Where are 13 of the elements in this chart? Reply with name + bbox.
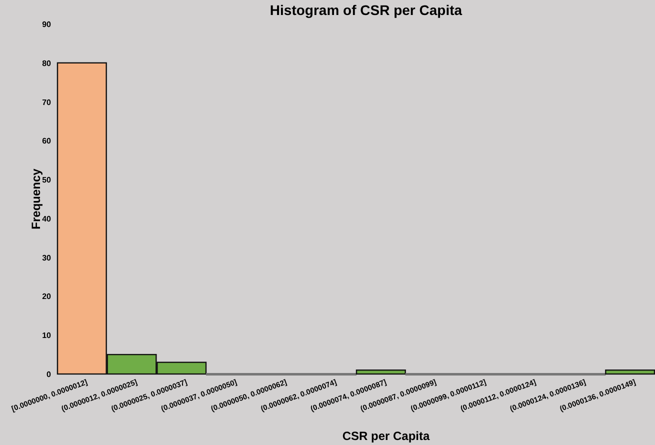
y-tick-label: 90	[42, 20, 52, 29]
chart-title: Histogram of CSR per Capita	[270, 2, 462, 18]
y-tick-label: 0	[46, 370, 52, 379]
y-tick-label: 70	[42, 98, 52, 107]
y-tick-label: 40	[42, 214, 52, 224]
y-axis-title: Frequency	[29, 168, 43, 230]
y-tick-label: 30	[42, 253, 52, 262]
x-axis-title: CSR per Capita	[342, 429, 430, 443]
y-tick-label: 10	[42, 331, 52, 340]
y-tick-label: 50	[42, 176, 52, 185]
y-tick-label: 60	[42, 136, 52, 146]
y-tick-label: 20	[42, 292, 52, 302]
y-tick-label: 80	[42, 58, 52, 68]
